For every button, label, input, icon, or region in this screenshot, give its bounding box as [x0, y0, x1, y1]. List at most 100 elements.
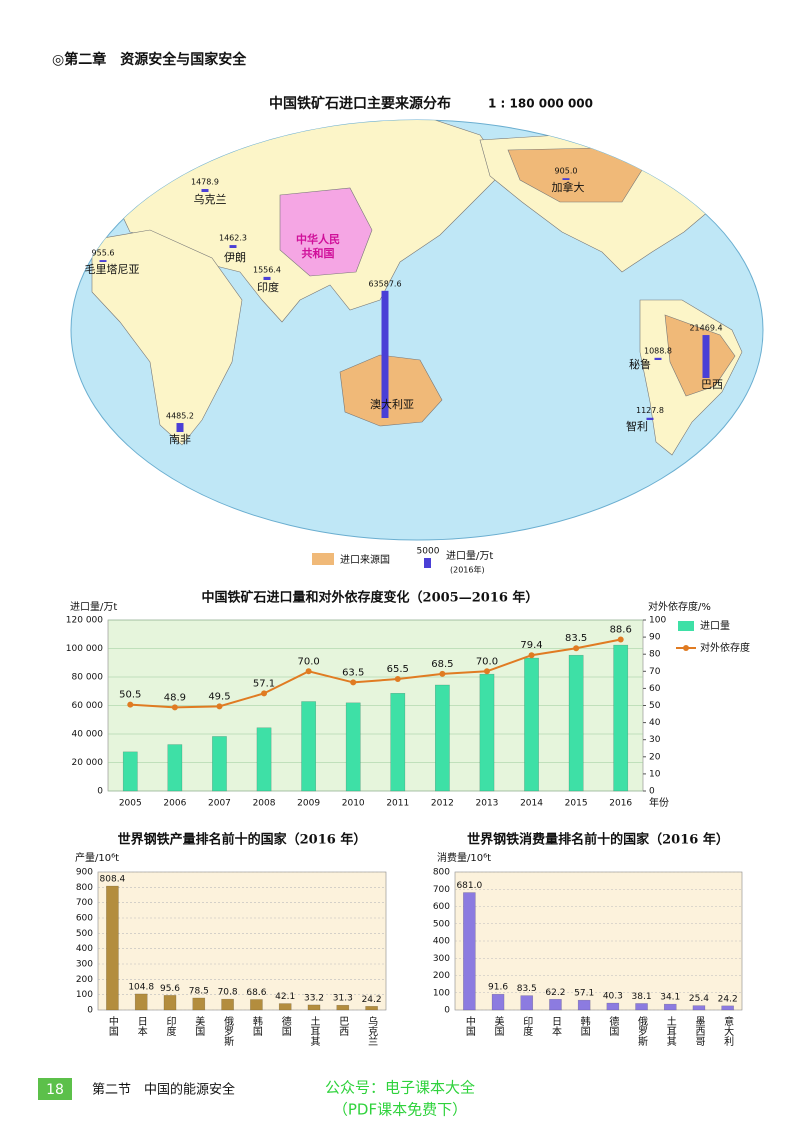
value-label: 33.2	[304, 993, 324, 1003]
x-tick-label: 韩国	[578, 1015, 590, 1037]
value-label: 95.6	[160, 984, 180, 994]
x-tick-label: 意大利	[722, 1015, 734, 1046]
bar	[635, 1003, 648, 1011]
bar	[721, 1005, 734, 1011]
x-tick-label: 日本	[549, 1016, 561, 1037]
bar	[463, 892, 476, 1011]
y2-tick-label: 80	[649, 650, 661, 660]
x-tick-label: 2014	[520, 799, 543, 809]
line-point	[528, 652, 535, 659]
page-badge	[38, 1078, 72, 1100]
country-name: 印度	[257, 280, 279, 294]
chapter-header: ◎第二章 资源安全与国家安全	[52, 51, 247, 68]
import-bar	[201, 189, 209, 192]
map	[70, 119, 764, 541]
footer: 18 第二节 中国的能源安全 公众号：电子课本大全 （PDF课本免费下）	[38, 1078, 475, 1119]
section-title: 第二节 中国的能源安全	[92, 1082, 235, 1098]
bar	[606, 1002, 620, 1011]
country-name: 巴西	[701, 378, 723, 391]
value-label: 79.4	[520, 640, 542, 651]
line-point	[617, 636, 624, 643]
legend-swatch	[678, 621, 694, 631]
import-value: 1088.8	[644, 346, 672, 355]
x-tick-label: 俄罗斯	[636, 1016, 648, 1047]
value-label: 63.5	[342, 667, 364, 678]
y-tick-label: 500	[433, 919, 450, 929]
y-tick-label: 40 000	[72, 730, 104, 740]
y-tick-label: 500	[76, 929, 93, 939]
value-label: 34.1	[660, 993, 680, 1003]
x-tick-label: 2013	[476, 799, 499, 809]
value-label: 70.0	[476, 656, 498, 667]
y-tick-label: 300	[433, 954, 450, 964]
bar	[577, 999, 591, 1011]
country-name: 加拿大	[552, 180, 585, 194]
x-tick-label: 韩国	[250, 1015, 262, 1037]
y-tick-label: 0	[87, 1006, 93, 1016]
legend-bar-value: 5000	[417, 547, 440, 557]
country-name: 南非	[169, 433, 191, 446]
line-point	[305, 668, 312, 675]
bar	[365, 1006, 378, 1011]
y-tick-label: 400	[433, 937, 450, 947]
y-tick-label: 700	[76, 898, 93, 908]
line-point	[350, 679, 357, 686]
bar	[192, 997, 206, 1011]
value-label: 88.6	[610, 624, 632, 635]
brazil	[664, 314, 736, 397]
y-tick-label: 700	[433, 885, 450, 895]
y-tick-label: 300	[76, 960, 93, 970]
y2-tick-label: 30	[649, 735, 661, 745]
y2-tick-label: 90	[649, 633, 661, 643]
y2-axis-label: 对外依存度/%	[648, 600, 711, 613]
y2-tick-label: 50	[649, 701, 661, 711]
import-bar	[99, 260, 107, 262]
china-label: 中华人民	[296, 232, 340, 246]
line-point	[171, 704, 178, 711]
value-label: 68.6	[246, 988, 266, 998]
line-point	[216, 703, 223, 710]
legend-source: 进口来源国	[340, 553, 390, 566]
x-tick-label: 墨西哥	[693, 1016, 705, 1046]
legend-bar-label: 进口量/万t	[446, 550, 493, 562]
value-label: 65.5	[387, 664, 409, 675]
bar	[692, 1005, 706, 1011]
line-point	[439, 670, 446, 677]
x-tick-label: 印度	[164, 1016, 176, 1037]
x-tick-label: 俄罗斯	[222, 1016, 234, 1047]
legend-year: (2016年)	[450, 565, 485, 575]
value-label: 48.9	[164, 692, 186, 703]
value-label: 70.0	[297, 656, 319, 667]
y-tick-label: 100	[76, 990, 93, 1000]
x-tick-label: 2007	[208, 799, 231, 809]
y-tick-label: 80 000	[72, 673, 104, 683]
chart-title: 中国铁矿石进口量和对外依存度变化（2005—2016 年）	[202, 590, 539, 606]
x-tick-label: 2012	[431, 799, 454, 809]
bar	[434, 684, 450, 792]
import-bar	[263, 276, 271, 280]
country-name: 秘鲁	[629, 357, 651, 371]
x-tick-label: 日本	[135, 1016, 147, 1037]
value-label: 70.8	[218, 988, 238, 998]
y-tick-label: 900	[76, 868, 93, 878]
x-tick-label: 美国	[492, 1015, 504, 1037]
value-label: 57.1	[574, 989, 594, 999]
import-value: 1478.9	[191, 178, 219, 187]
line-point	[261, 690, 268, 697]
y2-tick-label: 10	[649, 769, 661, 779]
africa	[91, 229, 243, 446]
import-value: 1127.8	[636, 406, 664, 415]
china	[279, 187, 373, 277]
line-point	[573, 645, 580, 652]
x-tick-label: 2010	[342, 799, 365, 809]
x-tick-label: 2015	[565, 799, 588, 809]
import-bar	[562, 178, 570, 180]
page-number: 18	[46, 1082, 64, 1098]
bar	[549, 999, 562, 1011]
value-label: 31.3	[333, 994, 353, 1004]
bar	[167, 744, 183, 792]
value-label: 68.5	[431, 659, 453, 670]
y-tick-label: 120 000	[66, 616, 103, 626]
bar	[336, 1004, 350, 1011]
